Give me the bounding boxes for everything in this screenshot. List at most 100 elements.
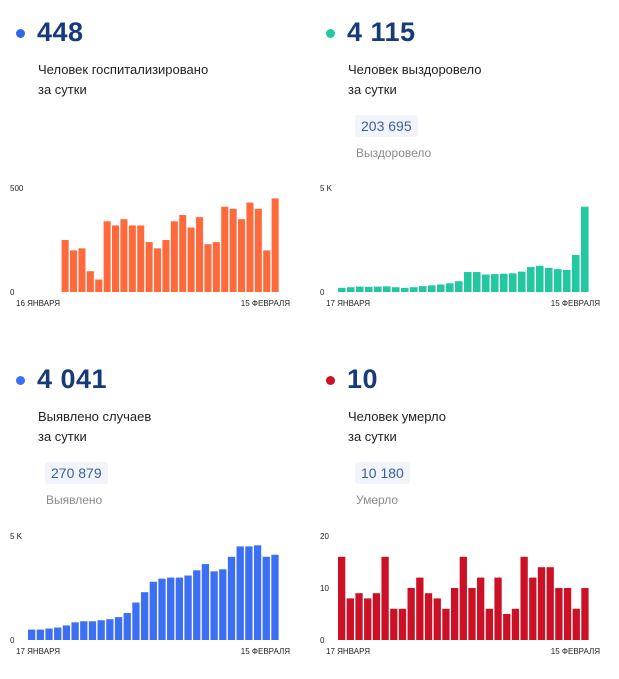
chart-bar [162, 240, 170, 292]
y-tick-label: 0 [10, 288, 15, 297]
chart-bar [572, 254, 580, 292]
chart-bar [473, 272, 481, 292]
chart-bar [383, 286, 391, 292]
x-start-label: 17 ЯНВАРЯ [326, 299, 370, 308]
chart-bar [509, 273, 517, 292]
chart-bar [54, 627, 62, 640]
chart-bar [70, 250, 78, 292]
chart-bar [253, 545, 262, 640]
chart-svg: 0 500 16 ЯНВАРЯ 15 ФЕВРАЛЯ [10, 184, 290, 308]
chart-bar [464, 272, 472, 292]
y-tick-label: 0 [10, 636, 15, 645]
chart-bar [62, 625, 71, 640]
chart-recovered: 0 5 K 17 ЯНВАРЯ 15 ФЕВРАЛЯ [310, 180, 610, 315]
chart-bar [468, 588, 476, 640]
chart-bar [450, 588, 459, 640]
total-badge: 203 695 [355, 115, 418, 137]
chart-svg: 0 5 K 17 ЯНВАРЯ 15 ФЕВРАЛЯ [320, 184, 600, 308]
chart-bar [28, 629, 36, 640]
chart-bar [128, 225, 136, 292]
chart-bar [374, 286, 382, 292]
chart-bar [271, 554, 279, 640]
total-label: Умерло [356, 493, 399, 507]
panel-deaths: 10 Человек умерло за сутки 10 180 Умерло… [310, 348, 619, 679]
chart-bar [392, 287, 400, 292]
chart-cases: 0 5 K 17 ЯНВАРЯ 15 ФЕВРАЛЯ [0, 528, 300, 663]
chart-bar [167, 577, 175, 640]
panel-recovered: 4 115 Человек выздоровело за сутки 203 6… [310, 0, 619, 330]
chart-bar [221, 206, 229, 292]
chart-bar [229, 208, 237, 292]
chart-bar [112, 225, 120, 292]
stat-description: Человек умерло за сутки [348, 407, 446, 447]
chart-bar [170, 221, 178, 292]
chart-bar [401, 287, 409, 292]
chart-bar [546, 567, 554, 640]
chart-bar [254, 208, 262, 292]
chart-bar [184, 575, 192, 640]
chart-bar [537, 567, 546, 640]
chart-bar [36, 629, 44, 640]
stat-value: 4 115 [347, 17, 416, 47]
chart-bar [149, 581, 157, 640]
chart-bar [437, 284, 445, 292]
chart-bar [410, 287, 418, 292]
chart-bar [581, 206, 589, 292]
desc-line-2: за сутки [38, 82, 87, 97]
chart-bar [262, 556, 270, 640]
chart-svg: 0 10 20 17 ЯНВАРЯ 15 ФЕВРАЛЯ [320, 532, 600, 656]
desc-line-2: за сутки [38, 429, 87, 444]
x-start-label: 17 ЯНВАРЯ [16, 647, 60, 656]
chart-bar [80, 621, 88, 640]
chart-bar [494, 577, 502, 640]
chart-bar [555, 588, 563, 640]
chart-bar [103, 221, 111, 292]
chart-bar [236, 546, 244, 640]
chart-bar [212, 242, 220, 292]
chart-bar [381, 556, 389, 640]
y-tick-label: 0 [320, 636, 325, 645]
stat-description: Выявлено случаев за сутки [38, 407, 151, 447]
chart-bar [196, 217, 204, 292]
chart-bar [572, 608, 580, 640]
chart-svg: 0 5 K 17 ЯНВАРЯ 15 ФЕВРАЛЯ [10, 532, 290, 656]
chart-bar [145, 242, 153, 292]
chart-bar [97, 620, 105, 640]
chart-bar [86, 271, 94, 292]
x-start-label: 16 ЯНВАРЯ [16, 299, 60, 308]
chart-bar [398, 608, 407, 640]
chart-bar [245, 546, 253, 640]
panel-cases: 4 041 Выявлено случаев за сутки 270 879 … [0, 348, 300, 679]
chart-bar [482, 274, 490, 292]
y-tick-label: 0 [320, 288, 325, 297]
stat-description: Человек выздоровело за сутки [348, 60, 481, 100]
chart-bar [455, 281, 463, 292]
chart-bar [529, 577, 537, 640]
chart-bar [407, 588, 415, 640]
total-label: Выявлено [46, 493, 103, 507]
chart-bar [246, 202, 254, 292]
chart-bar [140, 592, 149, 640]
chart-bar [390, 608, 398, 640]
chart-bar [106, 619, 114, 640]
chart-bar [433, 598, 441, 640]
chart-bar [477, 577, 485, 640]
chart-bar [459, 556, 467, 640]
chart-bar [238, 219, 246, 292]
chart-bar [201, 564, 210, 640]
chart-deaths: 0 10 20 17 ЯНВАРЯ 15 ФЕВРАЛЯ [310, 528, 610, 663]
x-end-label: 15 ФЕВРАЛЯ [551, 299, 600, 308]
chart-hospitalized: 0 500 16 ЯНВАРЯ 15 ФЕВРАЛЯ [0, 180, 300, 315]
chart-bar [263, 250, 271, 292]
chart-bar [338, 556, 346, 640]
chart-bar [424, 593, 433, 640]
stat-value: 448 [37, 17, 84, 47]
chart-bar [442, 608, 450, 640]
chart-bar [500, 273, 508, 292]
chart-bar [491, 274, 499, 292]
chart-bar [210, 571, 218, 640]
status-dot [16, 29, 25, 38]
chart-bar [485, 608, 494, 640]
chart-bar [356, 286, 364, 292]
status-dot [16, 376, 25, 385]
